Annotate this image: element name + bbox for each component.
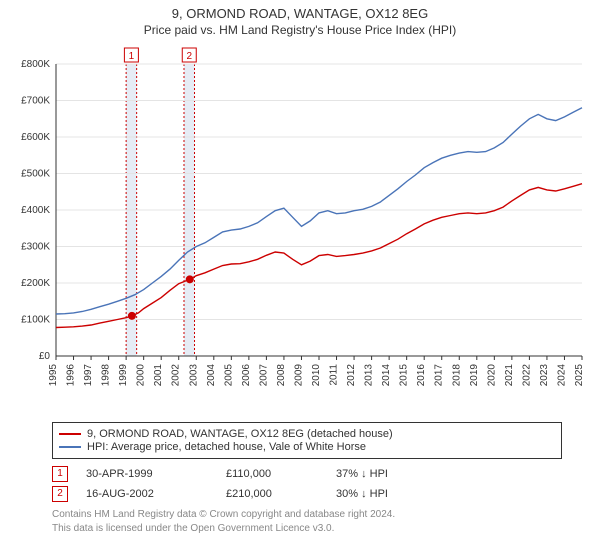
svg-text:2025: 2025 [574, 364, 585, 387]
svg-text:2009: 2009 [293, 364, 304, 387]
transaction-delta: 30% ↓ HPI [336, 488, 476, 500]
footer-line1: Contains HM Land Registry data © Crown c… [52, 508, 562, 522]
svg-text:£600K: £600K [21, 132, 50, 143]
svg-text:£0: £0 [39, 351, 51, 362]
svg-text:1997: 1997 [83, 364, 94, 387]
svg-text:2000: 2000 [136, 364, 147, 387]
svg-text:2008: 2008 [276, 364, 287, 387]
svg-text:2004: 2004 [206, 364, 217, 387]
svg-text:2018: 2018 [451, 364, 462, 387]
svg-text:2003: 2003 [188, 364, 199, 387]
transaction-badge: 1 [52, 466, 68, 482]
footer-line2: This data is licensed under the Open Gov… [52, 522, 562, 536]
transaction-rows: 1 30-APR-1999 £110,000 37% ↓ HPI 2 16-AU… [52, 462, 562, 506]
legend-row-hpi: HPI: Average price, detached house, Vale… [59, 441, 555, 453]
transaction-badge: 2 [52, 486, 68, 502]
svg-text:2016: 2016 [416, 364, 427, 387]
svg-text:2002: 2002 [171, 364, 182, 387]
svg-text:2023: 2023 [539, 364, 550, 387]
svg-text:£400K: £400K [21, 205, 50, 216]
legend-swatch-hpi [59, 446, 81, 448]
transaction-delta: 37% ↓ HPI [336, 468, 476, 480]
svg-text:2021: 2021 [504, 364, 515, 387]
transaction-date: 16-AUG-2002 [86, 488, 226, 500]
svg-text:£700K: £700K [21, 96, 50, 107]
svg-text:£500K: £500K [21, 169, 50, 180]
svg-text:2013: 2013 [364, 364, 375, 387]
svg-text:£800K: £800K [21, 59, 50, 70]
svg-text:2024: 2024 [556, 364, 567, 387]
svg-text:2019: 2019 [469, 364, 480, 387]
svg-text:1995: 1995 [48, 364, 59, 387]
chart-area: £0 £100K £200K £300K £400K £500K £600K £700K £80… [10, 44, 590, 414]
svg-text:2007: 2007 [258, 364, 269, 387]
svg-text:£300K: £300K [21, 242, 50, 253]
chart-subtitle: Price paid vs. HM Land Registry's House … [0, 21, 600, 37]
svg-text:2001: 2001 [153, 364, 164, 387]
transaction-row: 1 30-APR-1999 £110,000 37% ↓ HPI [52, 466, 562, 482]
svg-text:2: 2 [186, 51, 192, 62]
svg-text:£200K: £200K [21, 278, 50, 289]
svg-text:2020: 2020 [486, 364, 497, 387]
transaction-price: £110,000 [226, 468, 336, 480]
line-chart-svg: £0 £100K £200K £300K £400K £500K £600K £700K £80… [10, 44, 590, 414]
svg-text:2011: 2011 [329, 364, 340, 386]
svg-text:1: 1 [129, 51, 135, 62]
svg-text:2006: 2006 [241, 364, 252, 387]
svg-text:2022: 2022 [521, 364, 532, 387]
chart-title: 9, ORMOND ROAD, WANTAGE, OX12 8EG [0, 0, 600, 21]
svg-text:1996: 1996 [66, 364, 77, 387]
svg-text:2005: 2005 [223, 364, 234, 387]
svg-text:1999: 1999 [118, 364, 129, 387]
transaction-date: 30-APR-1999 [86, 468, 226, 480]
svg-text:1998: 1998 [101, 364, 112, 387]
svg-text:2010: 2010 [311, 364, 322, 387]
svg-text:£100K: £100K [21, 315, 50, 326]
footer-attribution: Contains HM Land Registry data © Crown c… [52, 508, 562, 535]
legend-label-hpi: HPI: Average price, detached house, Vale… [87, 441, 366, 453]
legend-label-property: 9, ORMOND ROAD, WANTAGE, OX12 8EG (detac… [87, 428, 393, 440]
legend: 9, ORMOND ROAD, WANTAGE, OX12 8EG (detac… [52, 422, 562, 459]
legend-swatch-property [59, 433, 81, 435]
svg-text:2012: 2012 [346, 364, 357, 387]
transaction-price: £210,000 [226, 488, 336, 500]
transaction-row: 2 16-AUG-2002 £210,000 30% ↓ HPI [52, 486, 562, 502]
svg-text:2014: 2014 [381, 364, 392, 387]
svg-text:2015: 2015 [399, 364, 410, 387]
legend-row-property: 9, ORMOND ROAD, WANTAGE, OX12 8EG (detac… [59, 428, 555, 440]
svg-text:2017: 2017 [434, 364, 445, 387]
